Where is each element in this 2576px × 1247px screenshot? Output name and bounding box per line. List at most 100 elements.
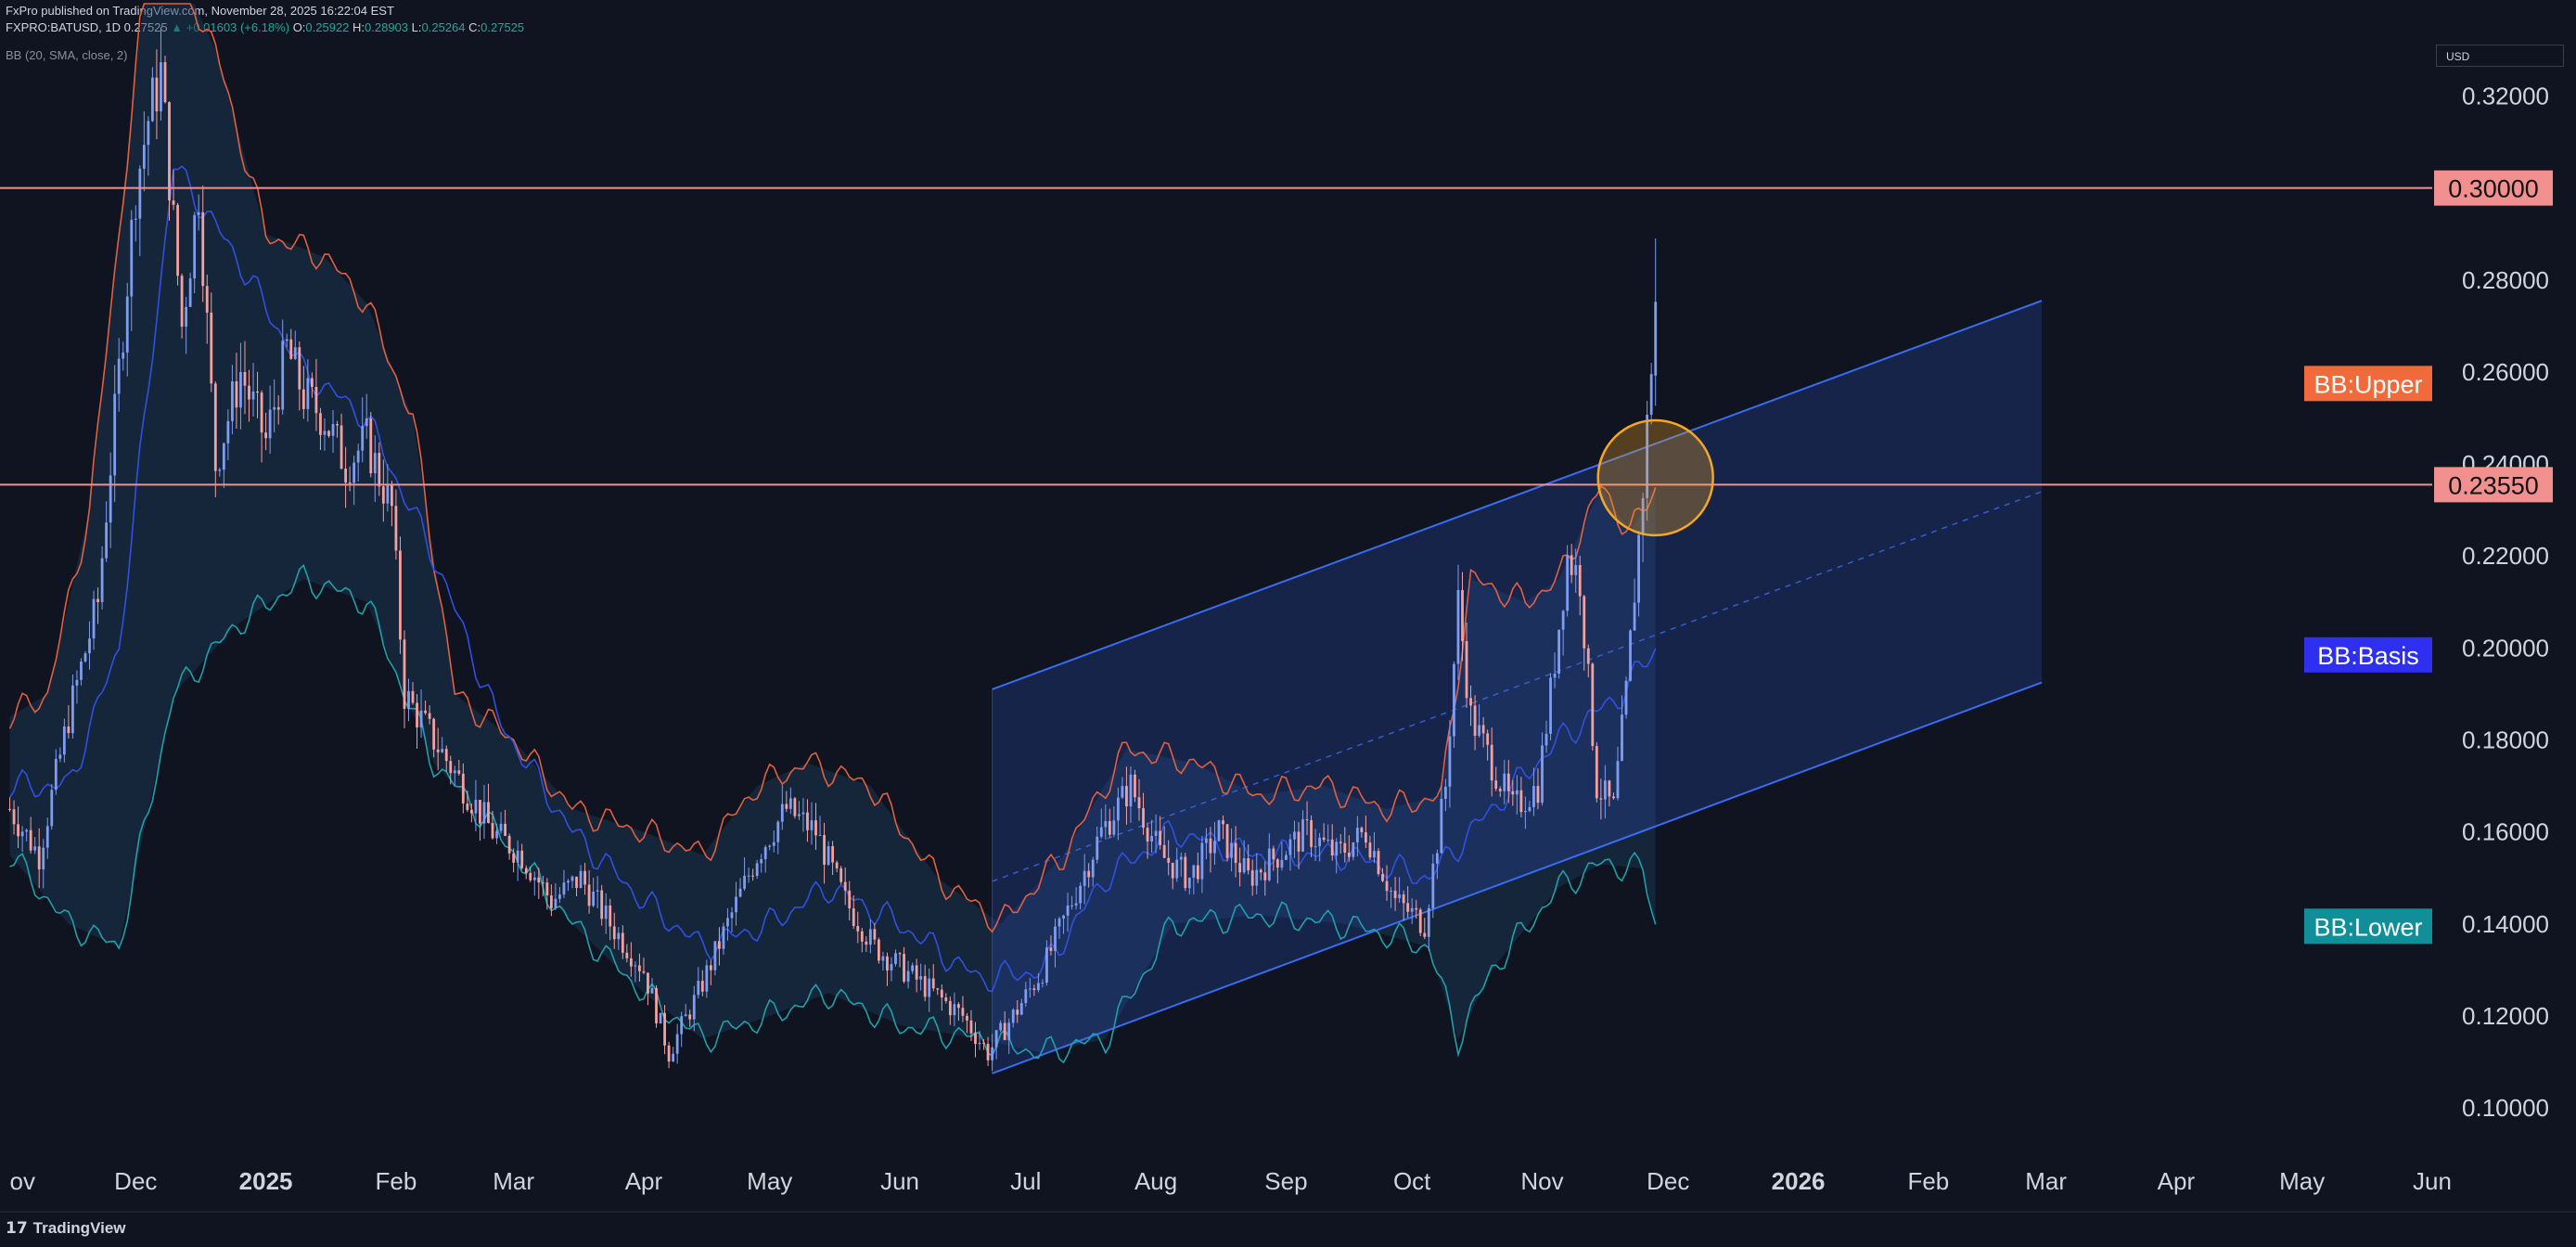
candle-body: [655, 987, 658, 1024]
candle-body: [507, 835, 511, 854]
candle-body: [453, 770, 456, 774]
candle-body: [848, 890, 852, 909]
candle-body: [1305, 819, 1309, 821]
candle-body: [1318, 837, 1322, 847]
candle-body: [1646, 414, 1649, 498]
candle-body: [394, 506, 398, 551]
candle-body: [898, 953, 902, 955]
candle-body: [798, 814, 801, 816]
horizontal-levels[interactable]: [0, 186, 2432, 486]
candle-body: [1503, 773, 1506, 791]
candle-body: [1624, 680, 1628, 715]
candle-body: [105, 522, 109, 559]
time-tick-label: Jun: [2413, 1167, 2452, 1195]
symbol-line: FXPRO:BATUSD, 1D 0.27525 ▲ +0.01603 (+6.…: [6, 20, 524, 34]
candle-body: [944, 997, 948, 1001]
candle-body: [331, 424, 335, 436]
candle-body: [780, 803, 784, 822]
candle-body: [1028, 988, 1032, 990]
price-label-box-level: [2434, 467, 2553, 503]
candle-body: [579, 870, 583, 888]
price-tick-label: 0.20000: [2462, 634, 2549, 662]
candle-body: [948, 1000, 952, 1016]
candle-body: [1087, 870, 1091, 878]
candle-body: [151, 77, 154, 122]
candle-body: [583, 870, 586, 885]
candle-body: [1523, 811, 1527, 813]
candle-body: [122, 353, 125, 359]
candle-body: [650, 987, 654, 994]
candle-body: [474, 800, 478, 814]
time-tick-label: Mar: [493, 1167, 534, 1195]
candle-body: [314, 386, 318, 414]
currency-selector[interactable]: USD: [2436, 45, 2564, 67]
candle-body: [1222, 820, 1224, 825]
candle-body: [978, 1042, 981, 1045]
candle-body: [1175, 859, 1179, 879]
indicator-legend[interactable]: BB (20, SMA, close, 2): [6, 48, 128, 62]
candle-body: [520, 850, 524, 868]
candle-body: [1275, 859, 1279, 868]
candle-body: [71, 685, 74, 734]
candle-body: [839, 868, 843, 882]
candle-body: [1465, 641, 1468, 699]
candle-body: [1595, 746, 1598, 799]
candle-body: [369, 418, 373, 474]
regression-channel[interactable]: [992, 300, 2043, 1074]
time-axis-background: [0, 1151, 2576, 1212]
candle-body: [604, 905, 608, 919]
candle-body: [1368, 842, 1372, 858]
candle-body: [482, 802, 486, 824]
highlight-circle[interactable]: [1596, 418, 1714, 537]
candle-body: [160, 62, 162, 112]
candle-body: [865, 941, 868, 945]
tradingview-brand[interactable]: 𝟭𝟳 TradingView: [6, 1219, 126, 1238]
candle-body: [751, 875, 755, 877]
candle-body: [1456, 589, 1460, 664]
candle-body: [1179, 856, 1183, 860]
candle-body: [37, 846, 41, 870]
candle-body: [80, 661, 83, 680]
candle-body: [545, 882, 549, 896]
candle-body: [1310, 820, 1313, 847]
candle-body: [1263, 872, 1267, 881]
candle-body: [818, 835, 822, 837]
candle-body: [1557, 629, 1561, 675]
symbol[interactable]: FXPRO:BATUSD, 1D: [6, 20, 122, 34]
candle-body: [1553, 674, 1557, 678]
close-label: C:: [468, 20, 481, 34]
time-tick-label: Jul: [1010, 1167, 1041, 1195]
price-tick-label: 0.18000: [2462, 726, 2549, 754]
candle-body: [293, 347, 297, 359]
candle-body: [835, 862, 839, 868]
time-tick-label: May: [2279, 1167, 2325, 1195]
candle-body: [881, 956, 885, 961]
candle-body: [843, 881, 847, 891]
candle-body: [532, 877, 536, 881]
candle-body: [772, 842, 775, 846]
candle-body: [1473, 705, 1477, 736]
candle-body: [1641, 497, 1645, 535]
candle-body: [860, 931, 864, 942]
candle-body: [953, 1004, 956, 1016]
candles: [8, 27, 1658, 1071]
candle-body: [487, 802, 490, 824]
time-axis[interactable]: ov Dec 2025 Feb Mar Apr May Jun Jul Aug Sep Oct Nov D…: [0, 1151, 2576, 1213]
candle-body: [1096, 836, 1099, 860]
low-value: 0.25264: [421, 20, 466, 34]
time-tick-label: Aug: [1134, 1167, 1177, 1195]
candle-body: [344, 469, 348, 483]
candle-body: [1431, 863, 1435, 908]
candle-body: [705, 965, 709, 992]
candle-body: [29, 829, 32, 851]
candle-body: [735, 896, 737, 913]
candle-body: [1129, 774, 1133, 807]
price-tick-label: 0.10000: [2462, 1094, 2549, 1122]
candle-body: [147, 121, 150, 146]
candle-body: [827, 845, 830, 865]
price-axis[interactable]: 0.320000.300000.280000.260000.240000.220…: [2432, 0, 2576, 1247]
candle-body: [868, 929, 872, 945]
candle-body: [365, 418, 368, 427]
candle-body: [163, 62, 167, 103]
